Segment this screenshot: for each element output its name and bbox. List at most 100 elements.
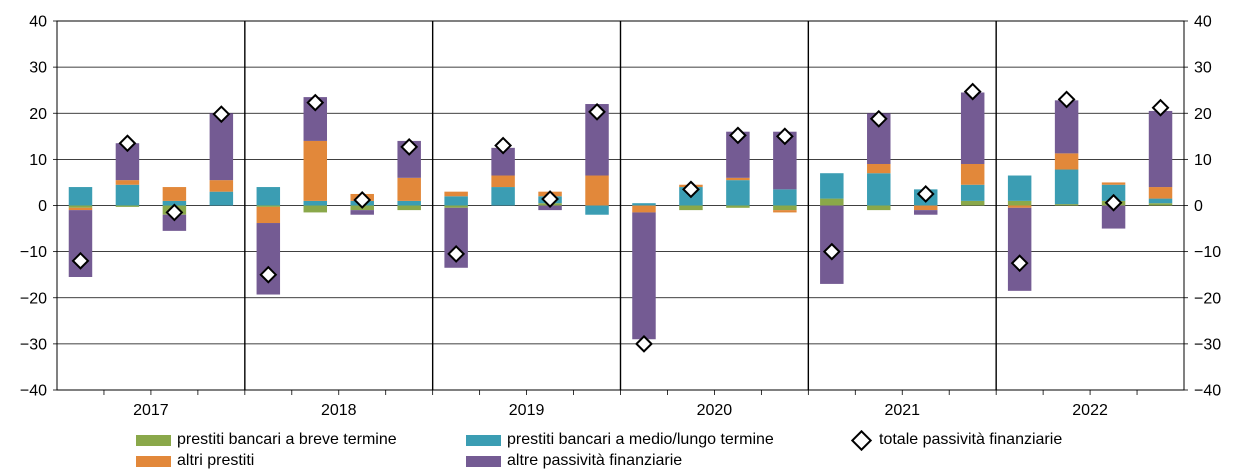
bar-segment-mid-long-loans — [491, 187, 515, 206]
bar-segment-other-loans — [1007, 205, 1032, 208]
x-tick-label: 2017 — [133, 402, 169, 419]
bar-segment-mid-long-loans — [867, 173, 891, 206]
bar-segment-other-loans — [1148, 187, 1173, 199]
bar-segment-mid-long-loans — [115, 184, 140, 206]
y-tick-label-left: 0 — [38, 198, 47, 215]
bar-segment-short-loans — [1007, 200, 1032, 206]
x-axis: 2017 2018 2019 2020 2021 2022 — [133, 402, 1108, 419]
bar-segment-mid-long-loans — [209, 191, 234, 206]
total-markers — [71, 82, 1170, 353]
bar-segment-short-loans — [256, 205, 281, 207]
total-marker — [728, 126, 747, 145]
bar-segment-other-loans — [444, 191, 468, 197]
y-tick-label-left: −10 — [20, 244, 47, 261]
bar-segment-short-loans — [1148, 203, 1173, 206]
bar-segment-short-loans — [820, 198, 844, 206]
bar-segment-other-liabilities — [726, 131, 750, 178]
bar-segment-other-loans — [632, 205, 656, 213]
bar-segment-short-loans — [303, 205, 328, 213]
bar-segment-other-loans — [162, 187, 187, 201]
bar-segment-other-loans — [773, 210, 797, 213]
bar-segment-short-loans — [726, 205, 750, 208]
y-tick-label-left: −40 — [20, 383, 47, 400]
bar-segment-other-liabilities — [960, 92, 985, 164]
bar-segment-other-loans — [209, 180, 234, 192]
y-tick-label-right: −10 — [1194, 244, 1221, 261]
total-marker — [1057, 90, 1076, 109]
bar-segment-other-liabilities — [1101, 205, 1126, 229]
bar-segment-other-loans — [913, 205, 938, 211]
x-tick-label: 2022 — [1072, 402, 1108, 419]
bar-segment-short-loans — [679, 205, 703, 211]
y-tick-label-right: −20 — [1194, 290, 1221, 307]
total-marker — [400, 138, 419, 156]
y-tick-label-left: −30 — [20, 336, 47, 353]
bar-segment-mid-long-loans — [1054, 169, 1079, 205]
bar-segment-mid-long-loans — [256, 187, 281, 206]
bar-segment-other-loans — [303, 140, 328, 201]
bar-segment-other-loans — [726, 177, 750, 181]
bars — [68, 92, 1173, 340]
bar-segment-other-loans — [867, 163, 891, 174]
total-marker — [353, 191, 372, 209]
total-marker — [1010, 254, 1029, 273]
bar-segment-mid-long-loans — [1148, 198, 1173, 204]
x-tick-label: 2021 — [884, 402, 920, 419]
total-marker — [494, 136, 513, 155]
total-marker — [541, 190, 559, 208]
y-axis-left: −40 −30 −20 −10 0 10 20 30 40 — [20, 14, 57, 400]
bar-segment-mid-long-loans — [1101, 184, 1126, 201]
total-marker — [447, 245, 466, 263]
x-tick-label: 2020 — [697, 402, 733, 419]
bar-segment-short-loans — [115, 205, 140, 207]
bar-segment-mid-long-loans — [820, 173, 844, 199]
bar-segment-other-liabilities — [350, 210, 374, 215]
y-tick-label-right: 0 — [1194, 198, 1203, 215]
bar-segment-other-loans — [397, 177, 421, 201]
x-tick-label: 2018 — [321, 402, 357, 419]
bar-segment-other-liabilities — [1054, 100, 1079, 154]
total-marker — [963, 82, 982, 101]
bar-segment-short-loans — [68, 205, 93, 208]
bar-segment-short-loans — [397, 205, 421, 211]
bar-segment-other-liabilities — [209, 113, 234, 181]
total-marker — [165, 203, 184, 222]
bar-segment-other-loans — [960, 163, 985, 185]
bar-segment-mid-long-loans — [162, 200, 187, 206]
bar-segment-other-loans — [256, 206, 281, 224]
y-tick-label-right: 40 — [1194, 14, 1212, 31]
total-marker — [259, 265, 278, 284]
bar-segment-other-liabilities — [867, 113, 891, 164]
bar-segment-other-liabilities — [491, 147, 515, 176]
total-marker — [1104, 193, 1123, 212]
bar-segment-other-loans — [491, 175, 515, 188]
total-marker — [635, 334, 653, 353]
total-marker — [916, 185, 935, 203]
y-tick-label-left: 20 — [29, 106, 47, 123]
bar-segment-other-liabilities — [913, 210, 938, 215]
bar-segment-other-liabilities — [162, 214, 187, 231]
total-marker — [118, 134, 137, 153]
bar-segment-short-loans — [1054, 204, 1079, 206]
y-axis-right: −40 −30 −20 −10 0 10 20 30 40 — [1184, 14, 1221, 400]
bar-segment-other-liabilities — [585, 104, 609, 176]
y-tick-label-right: 20 — [1194, 106, 1212, 123]
bar-segment-other-liabilities — [115, 143, 140, 181]
bar-segment-other-loans — [1101, 182, 1126, 185]
bar-segment-mid-long-loans — [960, 184, 985, 201]
bar-segment-mid-long-loans — [1007, 175, 1032, 201]
bar-segment-mid-long-loans — [397, 200, 421, 206]
bar-segment-other-liabilities — [256, 223, 281, 295]
total-marker — [1151, 98, 1170, 117]
y-tick-label-left: −20 — [20, 290, 47, 307]
total-marker — [71, 251, 90, 270]
bar-segment-other-loans — [68, 207, 93, 211]
bar-segment-other-liabilities — [1148, 110, 1173, 188]
bar-segment-mid-long-loans — [726, 180, 750, 206]
bar-segment-other-loans — [1054, 153, 1079, 170]
bar-segment-other-liabilities — [773, 131, 797, 190]
bar-segment-other-liabilities — [303, 97, 328, 141]
bar-segment-short-loans — [867, 205, 891, 211]
bar-segment-other-liabilities — [397, 140, 421, 178]
